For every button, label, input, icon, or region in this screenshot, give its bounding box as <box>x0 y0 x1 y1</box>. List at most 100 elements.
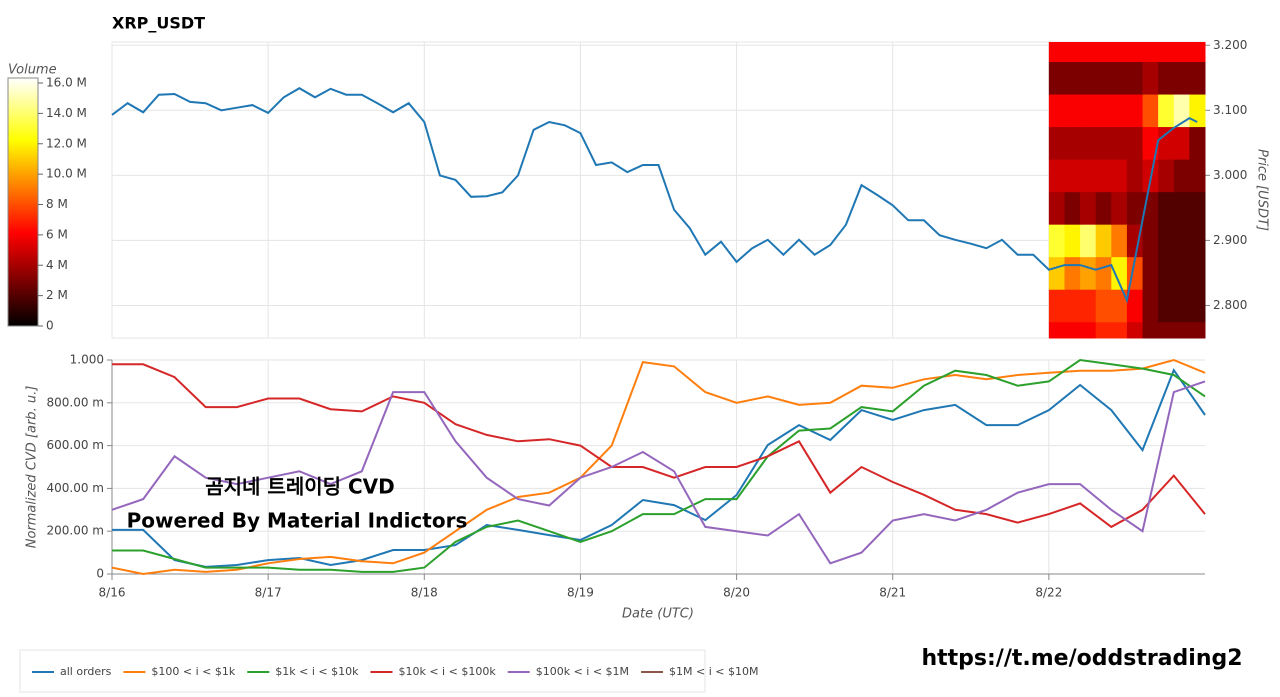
colorbar-tick-label: 2 M <box>46 288 68 302</box>
heatmap-cell <box>1064 126 1081 160</box>
heatmap-cell <box>1064 289 1081 323</box>
colorbar <box>7 77 39 327</box>
heatmap-cell <box>1173 42 1190 63</box>
heatmap-cell <box>1064 61 1081 95</box>
heatmap-cell <box>1142 289 1159 323</box>
cvd-line <box>111 380 1206 565</box>
heatmap-cell <box>1173 256 1190 290</box>
heatmap-cell <box>1126 321 1144 339</box>
x-tick-label: 8/19 <box>567 586 594 600</box>
heatmap-cell <box>1189 289 1206 323</box>
y-tick-label: 400.00 m <box>47 481 105 495</box>
heatmap-cell <box>1189 191 1206 225</box>
heatmap-cell <box>1064 224 1081 258</box>
heatmap-cell <box>1158 94 1175 128</box>
colorbar-tick-label: 10.0 M <box>46 167 87 181</box>
heatmap-cell <box>1158 126 1175 160</box>
heatmap-cell <box>1158 256 1175 290</box>
colorbar-tick-label: 8 M <box>46 197 68 211</box>
legend-label: $1k < i < $10k <box>275 665 359 678</box>
heatmap-cell <box>1173 321 1190 339</box>
heatmap-cell <box>1111 289 1128 323</box>
heatmap-cell <box>1080 42 1097 63</box>
heatmap-cell <box>1173 224 1190 258</box>
heatmap-cell <box>1189 321 1206 339</box>
legend-label: $100 < i < $1k <box>151 665 235 678</box>
heatmap-cell <box>1189 42 1206 63</box>
heatmap-cell <box>1173 159 1190 193</box>
colorbar-tick-label: 16.0 M <box>46 76 87 90</box>
heatmap-cell <box>1048 256 1065 290</box>
heatmap-cell <box>1158 159 1175 193</box>
heatmap-cell <box>1126 42 1144 63</box>
heatmap-cell <box>1080 159 1097 193</box>
heatmap-cell <box>1142 321 1159 339</box>
colorbar-tick-label: 0 <box>46 319 54 333</box>
colorbar-tick-label: 4 M <box>46 258 68 272</box>
heatmap-cell <box>1173 126 1190 160</box>
heatmap-cell <box>1080 289 1097 323</box>
heatmap-cell <box>1173 191 1190 225</box>
heatmap-cell <box>1048 289 1065 323</box>
heatmap-cell <box>1173 61 1190 95</box>
x-tick-label: 8/16 <box>99 586 126 600</box>
chart-title: XRP_USDT <box>112 14 205 33</box>
watermark-subtitle: Powered By Material Indictors <box>127 509 468 533</box>
x-tick-label: 8/18 <box>411 586 438 600</box>
heatmap-cell <box>1064 42 1081 63</box>
colorbar-label: Volume <box>8 63 57 78</box>
heatmap-cell <box>1064 94 1081 128</box>
y2-axis-label: Price [USDT] <box>1255 149 1270 231</box>
heatmap-cell <box>1173 94 1190 128</box>
heatmap-cell <box>1158 289 1175 323</box>
heatmap-cell <box>1080 61 1097 95</box>
heatmap-cell <box>1158 61 1175 95</box>
heatmap-cell <box>1111 321 1128 339</box>
heatmap-cell <box>1158 224 1175 258</box>
heatmap-cell <box>1080 256 1097 290</box>
heatmap-cell <box>1111 159 1128 193</box>
heatmap-cell <box>1142 42 1159 63</box>
heatmap-cell <box>1158 42 1175 63</box>
heatmap-cell <box>1048 191 1065 225</box>
x-tick-label: 8/21 <box>879 586 906 600</box>
x-axis-label: Date (UTC) <box>622 607 694 622</box>
heatmap-cell <box>1126 126 1144 160</box>
heatmap-cell <box>1189 256 1206 290</box>
heatmap-cell <box>1048 321 1065 339</box>
heatmap-cell <box>1064 191 1081 225</box>
heatmap-cell <box>1126 191 1144 225</box>
price-line <box>111 87 1198 304</box>
heatmap-cell <box>1080 94 1097 128</box>
legend-label: $1M < i < $10M <box>669 665 758 678</box>
cvd-line <box>112 367 1206 568</box>
y2-tick-label: 2.900 <box>1213 233 1247 247</box>
heatmap-cell <box>1142 126 1159 160</box>
heatmap-cell <box>1048 159 1065 193</box>
cvd-line <box>111 358 1206 576</box>
heatmap-cell <box>1064 321 1081 339</box>
heatmap-cell <box>1095 191 1112 225</box>
heatmap-cell <box>1189 224 1206 258</box>
y2-tick-label: 3.100 <box>1213 103 1247 117</box>
heatmap-cell <box>1095 94 1112 128</box>
x-tick-label: 8/17 <box>255 586 282 600</box>
heatmap-cell <box>1048 94 1065 128</box>
y2-tick-label: 3.000 <box>1213 168 1247 182</box>
colorbar-tick-label: 14.0 M <box>46 106 87 120</box>
heatmap-cell <box>1111 94 1128 128</box>
heatmap-cell <box>1126 289 1144 323</box>
heatmap-cell <box>1080 126 1097 160</box>
heatmap-cell <box>1142 256 1159 290</box>
heatmap-cell <box>1189 159 1206 193</box>
cvd-line <box>112 363 1206 529</box>
watermark-title: 곰지네 트레이딩 CVD <box>205 475 394 499</box>
heatmap-cell <box>1158 191 1175 225</box>
link-text: https://t.me/oddstrading2 <box>921 646 1242 671</box>
heatmap-cell <box>1048 126 1065 160</box>
heatmap-cell <box>1048 61 1065 95</box>
y-tick-label: 200.00 m <box>47 524 105 538</box>
heatmap-cell <box>1095 289 1112 323</box>
y-tick-label: 0 <box>96 567 104 581</box>
